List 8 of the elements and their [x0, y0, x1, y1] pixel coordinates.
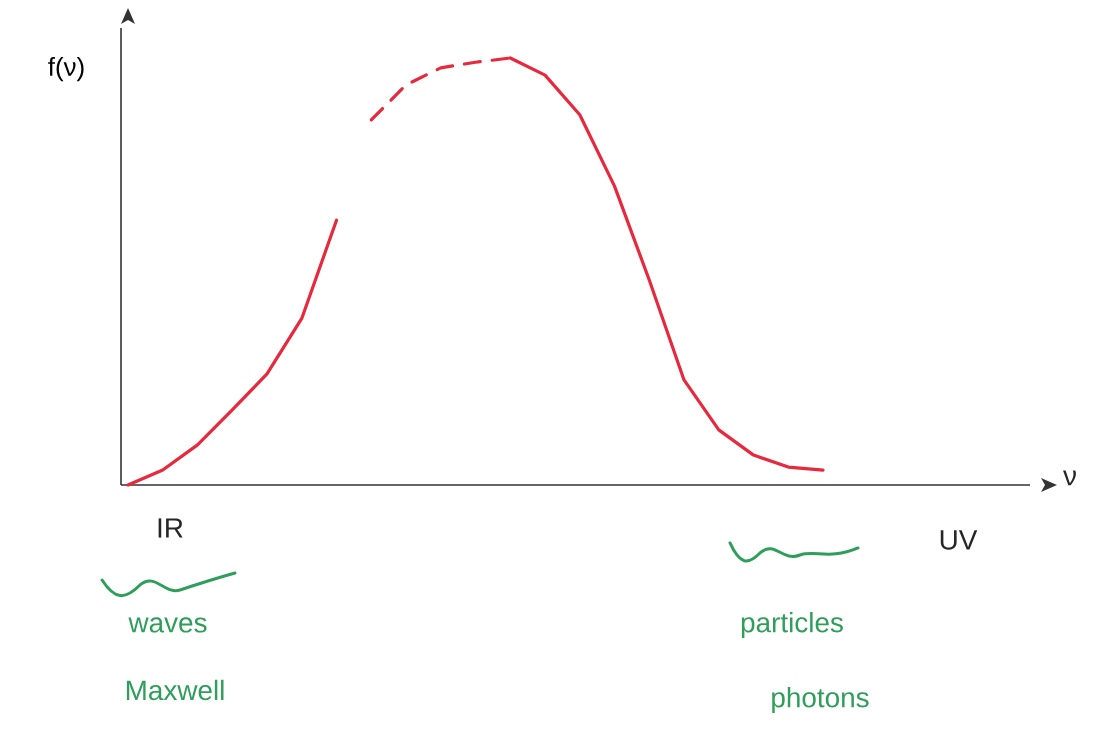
y-axis-title: f(ν) — [48, 57, 84, 82]
text: particles — [741, 611, 843, 638]
text: IR — [158, 518, 183, 538]
text: ν — [1063, 470, 1076, 486]
text: UV — [940, 530, 978, 550]
text: Maxwell — [126, 679, 224, 701]
text: photons — [772, 686, 869, 713]
text: waves — [128, 617, 207, 633]
